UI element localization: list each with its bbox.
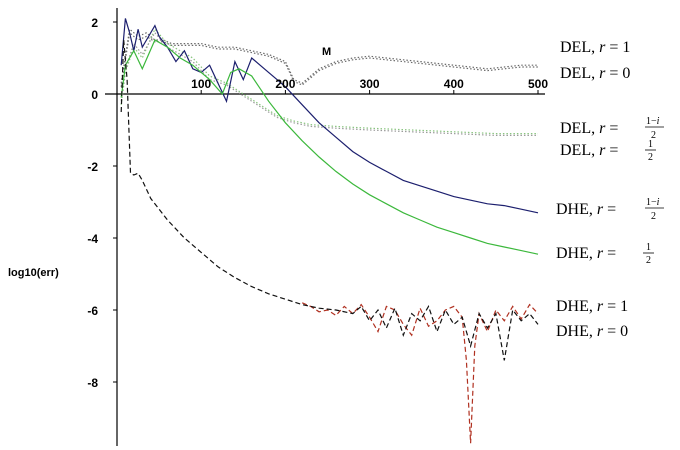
legend-frac-num: 1: [646, 242, 651, 253]
legend-frac-den: 2: [651, 211, 656, 222]
legend-label-del-rhalf-text: DEL, r =: [560, 142, 618, 159]
legend-label-dhe-r1-text: DHE, r = 1: [556, 298, 628, 315]
x-tick-label: 300: [360, 77, 380, 91]
x-tick-label: 500: [528, 77, 548, 91]
legend-label-dhe-r1mi-text: DHE, r =: [556, 201, 616, 218]
legend-label-del-r1mi: DEL, r = 1−i 2: [560, 116, 664, 141]
legend-label-del-r1: DEL, r = 1: [560, 39, 630, 56]
y-axis-label: log10(err): [8, 267, 59, 279]
legend-label-dhe-r0-text: DHE, r = 0: [556, 323, 628, 340]
x-tick-label: 200: [275, 77, 295, 91]
y-tick-label: -6: [87, 304, 98, 318]
legend-label-dhe-rhalf-text: DHE, r =: [556, 245, 616, 262]
series-line-2: [120, 28, 538, 135]
x-tick-label: 400: [444, 77, 464, 91]
y-tick-label: 2: [91, 16, 98, 30]
series-line-7: [120, 39, 539, 361]
series-layer: [120, 18, 539, 444]
x-axis-label: M: [322, 46, 331, 58]
series-line-4: [120, 18, 539, 214]
legend-label-dhe-rhalf: DHE, r = 1 2: [556, 242, 654, 266]
legend-frac-num: 1−i: [646, 197, 660, 208]
y-tick-label: -2: [87, 160, 98, 174]
series-line-3: [120, 31, 538, 136]
x-tick-layer: 100 200 300 400 500: [191, 77, 548, 94]
legend-label-del-r0: DEL, r = 0: [560, 65, 630, 82]
legend-label-dhe-r0: DHE, r = 0: [556, 323, 628, 340]
series-line-5: [120, 39, 539, 255]
legend-label-del-r1mi-text: DEL, r =: [560, 120, 618, 137]
y-tick-label: 0: [91, 88, 98, 102]
legend-label-del-r0-text: DEL, r = 0: [560, 65, 630, 82]
y-tick-label: -4: [87, 232, 98, 246]
legend-label-dhe-r1mi: DHE, r = 1−i 2: [556, 197, 664, 222]
legend-frac-num: 1: [648, 139, 653, 150]
legend-frac-den: 2: [646, 255, 651, 266]
legend-frac-num: 1−i: [646, 116, 660, 127]
legend-label-del-r1-text: DEL, r = 1: [560, 39, 630, 56]
series-line-6: [301, 302, 539, 444]
y-tick-layer: 2 0 -2 -4 -6 -8: [87, 16, 117, 390]
legend-frac-den: 2: [651, 130, 656, 141]
legend-label-del-rhalf: DEL, r = 1 2: [560, 139, 656, 163]
legend: DEL, r = 1 DEL, r = 0 DEL, r = 1−i 2 DEL…: [556, 39, 664, 340]
y-tick-label: -8: [87, 376, 98, 390]
x-tick-label: 100: [191, 77, 211, 91]
series-line-1: [120, 31, 538, 87]
series-line-0: [120, 28, 538, 84]
legend-frac-den: 2: [648, 152, 653, 163]
legend-label-dhe-r1: DHE, r = 1: [556, 298, 628, 315]
